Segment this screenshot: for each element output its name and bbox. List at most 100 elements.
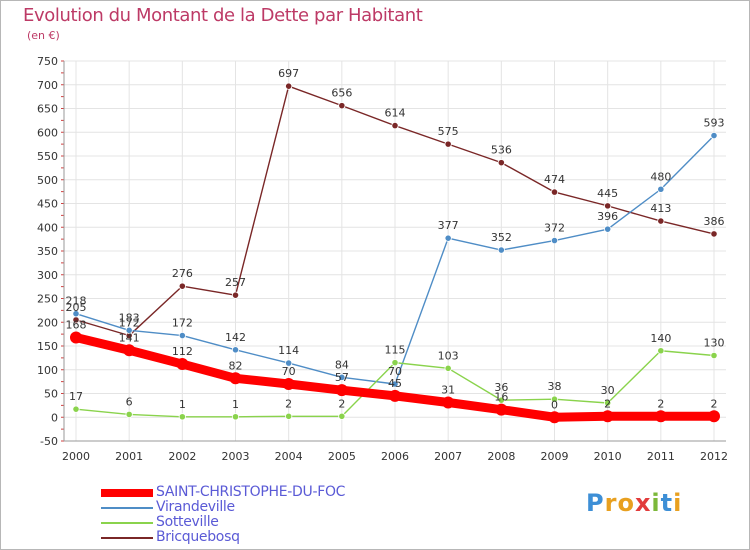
data-label: 593: [704, 117, 725, 130]
y-tick-label: 350: [37, 245, 58, 258]
x-tick-label: 2000: [62, 450, 90, 463]
data-point: [710, 351, 718, 360]
data-point: [178, 331, 186, 340]
data-point: [70, 331, 82, 344]
data-label: 1: [179, 398, 186, 411]
data-label: 45: [388, 377, 402, 390]
data-point: [338, 102, 346, 110]
data-label: 17: [69, 390, 83, 403]
data-label: 536: [491, 144, 512, 157]
x-tick-label: 2003: [222, 450, 250, 463]
x-tick-label: 2001: [115, 450, 143, 463]
legend-swatch: [101, 537, 153, 539]
data-point: [231, 346, 240, 354]
data-label: 413: [650, 202, 671, 215]
y-tick-label: 50: [44, 388, 58, 401]
y-tick-label: 150: [37, 340, 58, 353]
data-label: 31: [441, 384, 455, 397]
data-label: 386: [704, 215, 725, 228]
data-point: [229, 372, 242, 385]
x-tick-label: 2002: [168, 450, 196, 463]
data-point: [497, 159, 505, 167]
data-point: [497, 246, 505, 254]
data-label: 0: [551, 398, 558, 411]
data-point: [285, 359, 293, 367]
data-label: 445: [597, 187, 618, 200]
y-tick-label: 500: [37, 174, 58, 187]
data-label: 70: [282, 365, 296, 378]
x-tick-label: 2011: [647, 450, 675, 463]
legend-swatch: [101, 489, 153, 497]
y-tick-label: 550: [37, 150, 58, 163]
data-label: 697: [278, 67, 299, 80]
data-label: 36: [494, 381, 508, 394]
data-label: 575: [438, 125, 459, 138]
legend-label: Virandeville: [156, 499, 235, 515]
data-label: 480: [650, 170, 671, 183]
proxiti-logo: Proxiti: [586, 489, 682, 517]
logo-letter: x: [634, 489, 652, 517]
data-point: [335, 384, 348, 397]
logo-letter: i: [673, 489, 683, 517]
data-point: [338, 373, 346, 381]
data-point: [285, 82, 293, 90]
data-point: [72, 405, 80, 413]
data-label: 2: [338, 397, 345, 410]
data-point: [123, 344, 136, 357]
data-label: 115: [385, 344, 406, 357]
data-point: [550, 188, 559, 196]
data-label: 30: [601, 384, 615, 397]
data-label: 218: [66, 295, 87, 308]
data-label: 2: [657, 397, 664, 410]
unit-label: (en €): [27, 29, 60, 42]
data-point: [444, 234, 452, 242]
data-label: 474: [544, 173, 565, 186]
data-point: [550, 395, 559, 403]
data-point: [710, 131, 718, 140]
data-point: [231, 413, 240, 421]
data-label: 2: [711, 397, 718, 410]
data-point: [285, 412, 293, 420]
legend-swatch: [101, 522, 153, 524]
data-point: [389, 389, 401, 402]
data-label: 352: [491, 231, 512, 244]
data-label: 82: [229, 359, 243, 372]
data-point: [550, 236, 559, 245]
x-tick-label: 2004: [275, 450, 303, 463]
x-tick-label: 2007: [434, 450, 462, 463]
legend-label: Bricquebosq: [156, 529, 240, 545]
y-tick-label: 200: [37, 316, 58, 329]
data-point: [391, 380, 399, 388]
data-label: 377: [438, 219, 459, 232]
data-label: 2: [604, 397, 611, 410]
data-point: [604, 202, 612, 210]
data-label: 205: [66, 301, 87, 314]
data-label: 183: [119, 311, 140, 324]
data-point: [604, 399, 612, 407]
data-label: 656: [331, 87, 352, 100]
y-tick-label: -50: [40, 435, 58, 448]
data-label: 112: [172, 345, 193, 358]
y-tick-label: 0: [51, 411, 58, 424]
data-label: 38: [548, 380, 562, 393]
x-tick-label: 2008: [487, 450, 515, 463]
data-label: 141: [119, 331, 140, 344]
data-label: 1: [232, 398, 239, 411]
x-tick-label: 2005: [328, 450, 356, 463]
data-point: [604, 225, 612, 233]
data-point: [657, 217, 665, 225]
data-label: 57: [335, 371, 349, 384]
data-point: [391, 359, 399, 367]
chart-title: Evolution du Montant de la Dette par Hab…: [23, 5, 423, 26]
data-point: [391, 122, 399, 130]
data-label: 16: [494, 391, 508, 404]
logo-letter: r: [604, 489, 618, 517]
data-point: [442, 396, 455, 409]
data-point: [444, 364, 452, 372]
data-label: 396: [597, 210, 618, 223]
logo-letter: o: [617, 489, 635, 517]
data-label: 130: [704, 337, 725, 350]
data-label: 142: [225, 331, 246, 344]
